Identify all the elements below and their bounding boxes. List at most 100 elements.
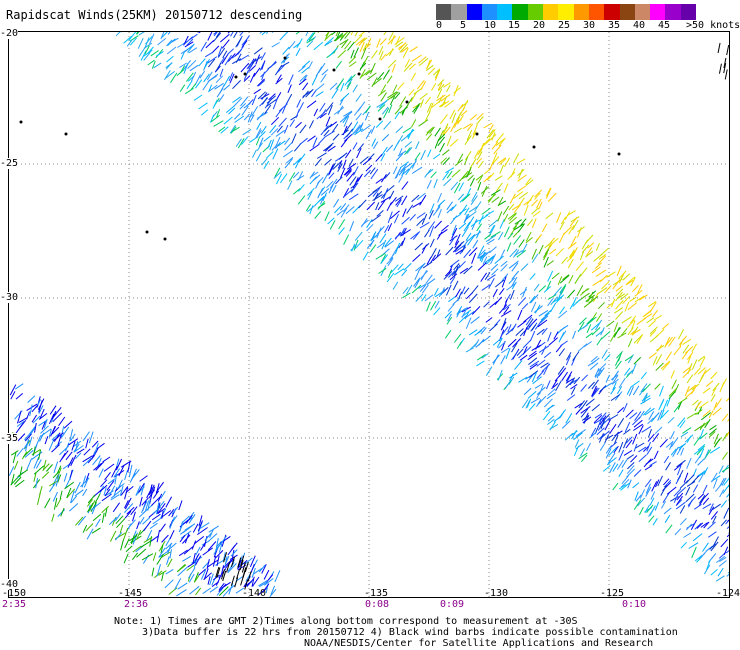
wind-barb	[454, 159, 464, 166]
wind-barb	[451, 227, 458, 239]
wind-barb	[266, 99, 277, 107]
wind-barb	[204, 532, 212, 541]
lon-label-135: -135	[364, 588, 389, 599]
wind-barb	[233, 32, 238, 39]
wind-barb	[671, 379, 677, 390]
wind-barb	[126, 39, 133, 47]
wind-barb	[372, 141, 379, 150]
wind-barb	[454, 240, 460, 249]
wind-barb	[707, 521, 716, 530]
wind-barb	[517, 320, 527, 328]
note-line-2: 3)Data buffer is 22 hrs from 20150712 4)…	[142, 627, 678, 638]
wind-barb	[615, 291, 623, 302]
wind-barb	[610, 441, 618, 448]
wind-barb	[622, 295, 631, 305]
wind-barb	[329, 220, 336, 230]
wind-barb	[252, 149, 257, 158]
wind-barb	[195, 546, 201, 555]
wind-barb	[88, 431, 94, 444]
wind-barb	[168, 587, 178, 595]
wind-barb	[434, 220, 442, 229]
wind-barb	[291, 133, 297, 144]
wind-barb	[410, 119, 417, 128]
wind-barb	[485, 256, 495, 265]
wind-barb	[40, 425, 49, 434]
wind-barb	[587, 316, 597, 325]
wind-barb	[67, 457, 74, 468]
wind-barb	[380, 153, 386, 162]
scale-label-20: 20	[533, 20, 546, 31]
wind-barb	[398, 168, 405, 176]
wind-barb	[132, 511, 136, 522]
wind-barb	[591, 327, 601, 336]
wind-barb	[687, 351, 694, 360]
wind-barb	[510, 168, 516, 178]
wind-barb	[471, 191, 478, 202]
wind-barb	[464, 135, 472, 145]
wind-barb	[706, 559, 711, 570]
wind-barb	[176, 69, 185, 77]
wind-barb	[570, 430, 578, 437]
wind-barb	[487, 193, 496, 203]
wind-barb	[412, 231, 421, 240]
time-label-5: 0:10	[622, 599, 647, 610]
wind-barb	[400, 135, 409, 142]
wind-barb	[696, 522, 704, 529]
wind-barb	[577, 343, 588, 352]
wind-barb	[362, 43, 368, 52]
wind-barb	[686, 435, 692, 444]
scale-label-0: 0	[436, 20, 443, 31]
wind-barb	[711, 387, 717, 397]
wind-barb	[467, 216, 475, 228]
wind-barb	[611, 298, 616, 308]
island-dot	[234, 75, 238, 79]
wind-barb	[193, 536, 205, 545]
wind-barb	[489, 246, 497, 254]
wind-barb	[66, 487, 72, 499]
wind-barb	[237, 138, 245, 149]
wind-barb	[626, 454, 634, 460]
wind-barb	[160, 551, 171, 559]
wind-barb	[720, 500, 727, 508]
wind-barb	[702, 409, 711, 417]
wind-barb	[612, 279, 621, 290]
wind-barb	[686, 412, 697, 419]
wind-barb	[695, 400, 702, 409]
wind-barb	[141, 500, 148, 514]
wind-barb	[638, 446, 647, 453]
wind-barb	[149, 33, 155, 44]
wind-barb	[686, 374, 694, 384]
wind-barb	[682, 344, 690, 354]
wind-barb	[415, 293, 424, 302]
wind-barb	[572, 351, 580, 361]
wind-barb	[91, 440, 99, 448]
wind-barb	[151, 496, 161, 506]
wind-barb	[578, 452, 588, 460]
wind-barb	[379, 38, 387, 46]
wind-barb	[151, 567, 155, 577]
wind-barb	[378, 46, 384, 56]
scale-label-35: 35	[608, 20, 621, 31]
wind-barb	[380, 196, 391, 203]
wind-barb	[234, 113, 241, 120]
wind-barb	[548, 248, 557, 255]
wind-barb	[386, 256, 394, 265]
wind-barb	[386, 272, 395, 283]
wind-barb	[357, 143, 365, 152]
wind-barb	[397, 82, 405, 91]
wind-barb	[166, 556, 170, 565]
wind-barb	[449, 109, 456, 120]
wind-barb	[319, 102, 326, 112]
scale-swatch	[527, 4, 544, 20]
wind-barb	[112, 502, 121, 513]
wind-barb	[179, 534, 186, 543]
wind-barb	[665, 524, 673, 534]
wind-barb	[534, 189, 543, 198]
wind-barb	[81, 475, 87, 488]
wind-barb	[270, 116, 280, 126]
wind-barb	[418, 56, 427, 64]
wind-barb	[488, 124, 494, 132]
wind-barb	[261, 563, 267, 574]
wind-barb	[41, 421, 46, 430]
lon-label-124: -124	[716, 588, 740, 599]
